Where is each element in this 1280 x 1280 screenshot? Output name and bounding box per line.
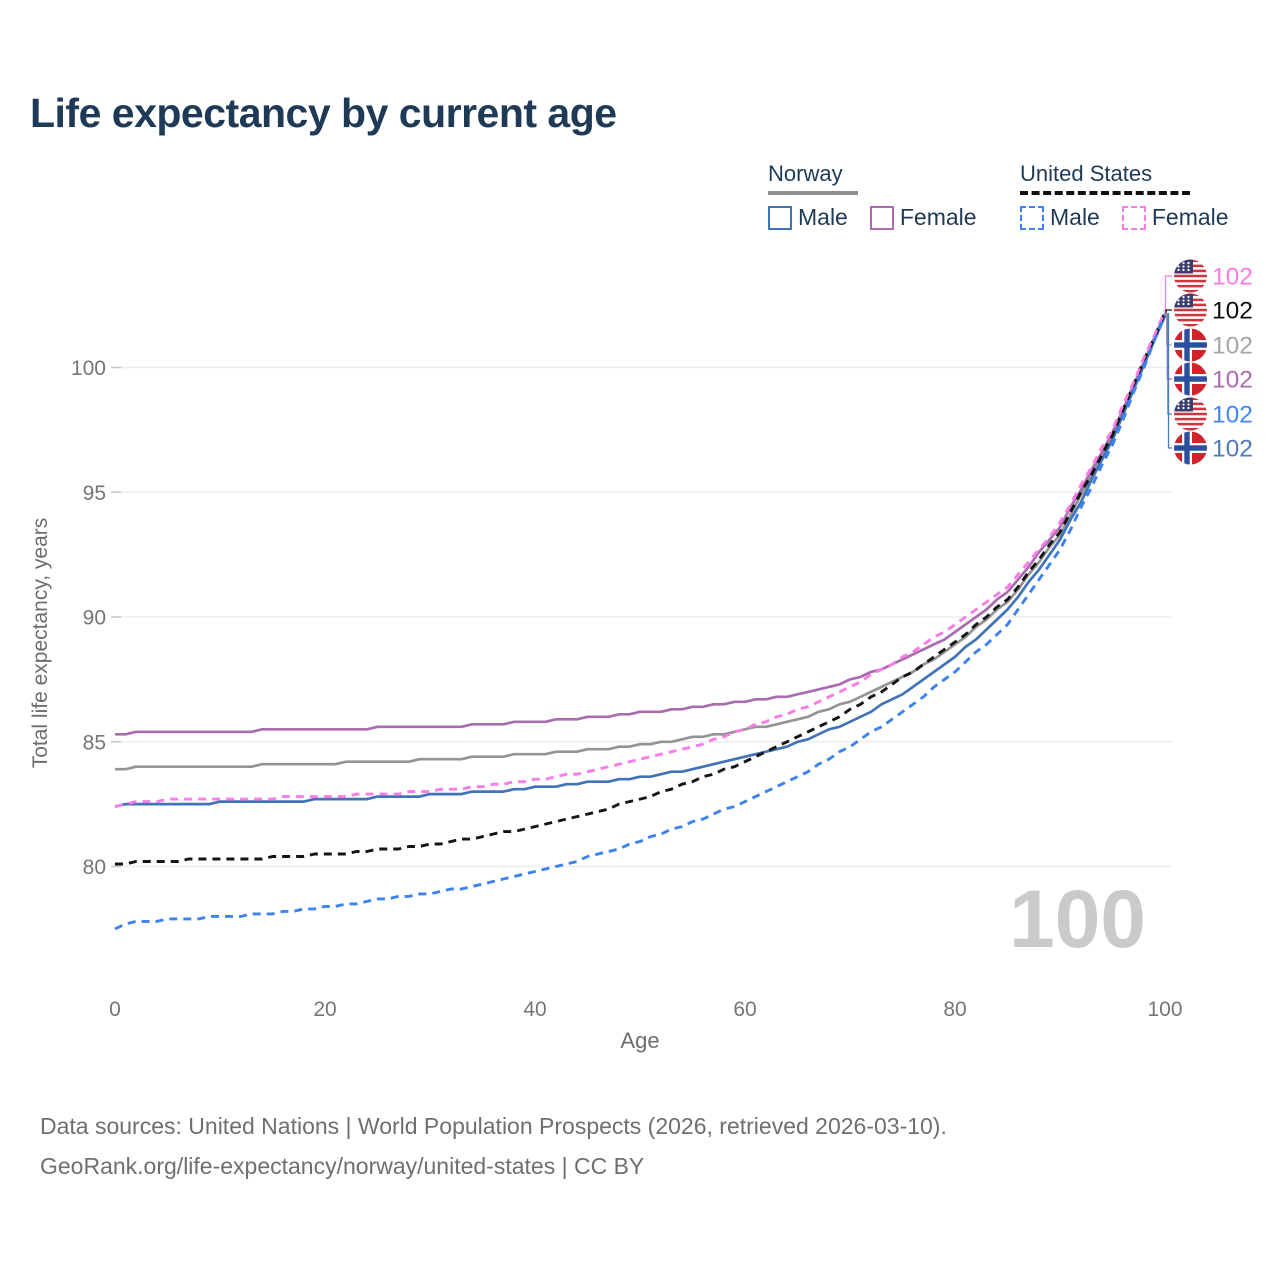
end-value-label: 102 <box>1212 298 1253 325</box>
y-tick-label-85: 85 <box>83 731 106 754</box>
y-tick-label-80: 80 <box>83 856 106 879</box>
legend-label: Female <box>1151 204 1229 230</box>
end-label-connector <box>1164 275 1172 314</box>
legend-country-united-states: United States <box>1020 161 1153 186</box>
line-united-states-both-sexes <box>115 311 1167 866</box>
norway-flag-icon <box>1174 363 1207 396</box>
x-tick-label-0: 0 <box>109 998 121 1021</box>
x-tick-label-100: 100 <box>1147 998 1182 1021</box>
end-label-connector <box>1165 309 1172 314</box>
us-female-swatch-icon <box>1121 205 1146 230</box>
norway-male-swatch-icon <box>768 205 792 230</box>
end-value-label: 102 <box>1212 402 1253 429</box>
axes: 80 85 90 95 100 0 20 40 60 80 100 Age Total life exp… <box>29 357 1183 1053</box>
gridlines <box>111 366 1172 868</box>
series-end-labels: 102 102 102 102 102 102 <box>1164 260 1253 465</box>
us-flag-icon <box>1174 294 1207 327</box>
legend-label: Female <box>899 204 977 230</box>
x-tick-label-60: 60 <box>733 998 756 1021</box>
y-tick-label-90: 90 <box>83 607 106 630</box>
legend-us-linestyle-swatch <box>1020 191 1190 195</box>
age-counter-watermark: 100 <box>1009 874 1146 965</box>
page-title: Life expectancy by current age <box>30 90 617 136</box>
x-tick-label-20: 20 <box>313 998 336 1021</box>
legend-norway-linestyle-swatch <box>768 191 858 195</box>
legend-label: Male <box>1050 204 1100 230</box>
x-tick-label-80: 80 <box>943 998 966 1021</box>
line-united-states-female <box>114 310 1167 809</box>
line-norway-both-sexes <box>115 312 1167 771</box>
x-tick-label-40: 40 <box>523 998 546 1021</box>
legend-item-norway-female[interactable]: Female <box>869 204 977 231</box>
legend-item-norway-male[interactable]: Male <box>768 204 848 231</box>
us-flag-icon <box>1174 398 1207 431</box>
data-series <box>114 310 1167 931</box>
norway-female-swatch-icon <box>869 205 894 230</box>
end-value-label: 102 <box>1212 367 1253 394</box>
footer: Data sources: United Nations | World Pop… <box>40 1106 947 1186</box>
norway-flag-icon <box>1174 329 1207 362</box>
legend-item-us-female[interactable]: Female <box>1121 204 1229 231</box>
x-axis-title: Age <box>620 1028 659 1053</box>
norway-flag-icon <box>1174 432 1207 465</box>
legend-group-norway: Norway Male Female <box>768 161 977 231</box>
legend-label: Male <box>798 204 848 230</box>
y-tick-label-100: 100 <box>71 357 106 380</box>
end-value-label: 102 <box>1212 436 1253 463</box>
legend-country-norway: Norway <box>768 161 843 186</box>
line-united-states-male <box>114 314 1167 931</box>
end-label-connector <box>1167 313 1172 449</box>
legend-group-united-states: United States Male Female <box>1020 161 1229 231</box>
line-norway-male <box>114 315 1167 808</box>
attribution-line: GeoRank.org/life-expectancy/norway/unite… <box>40 1153 645 1179</box>
us-male-swatch-icon <box>1020 205 1044 230</box>
end-value-label: 102 <box>1212 264 1253 291</box>
line-norway-female <box>115 313 1167 736</box>
data-sources-line: Data sources: United Nations | World Pop… <box>40 1113 947 1139</box>
end-value-label: 102 <box>1212 333 1253 360</box>
legend-item-us-male[interactable]: Male <box>1020 204 1100 231</box>
y-axis-title: Total life expectancy, years <box>29 518 52 769</box>
y-tick-label-95: 95 <box>83 482 106 505</box>
us-flag-icon <box>1174 260 1207 293</box>
